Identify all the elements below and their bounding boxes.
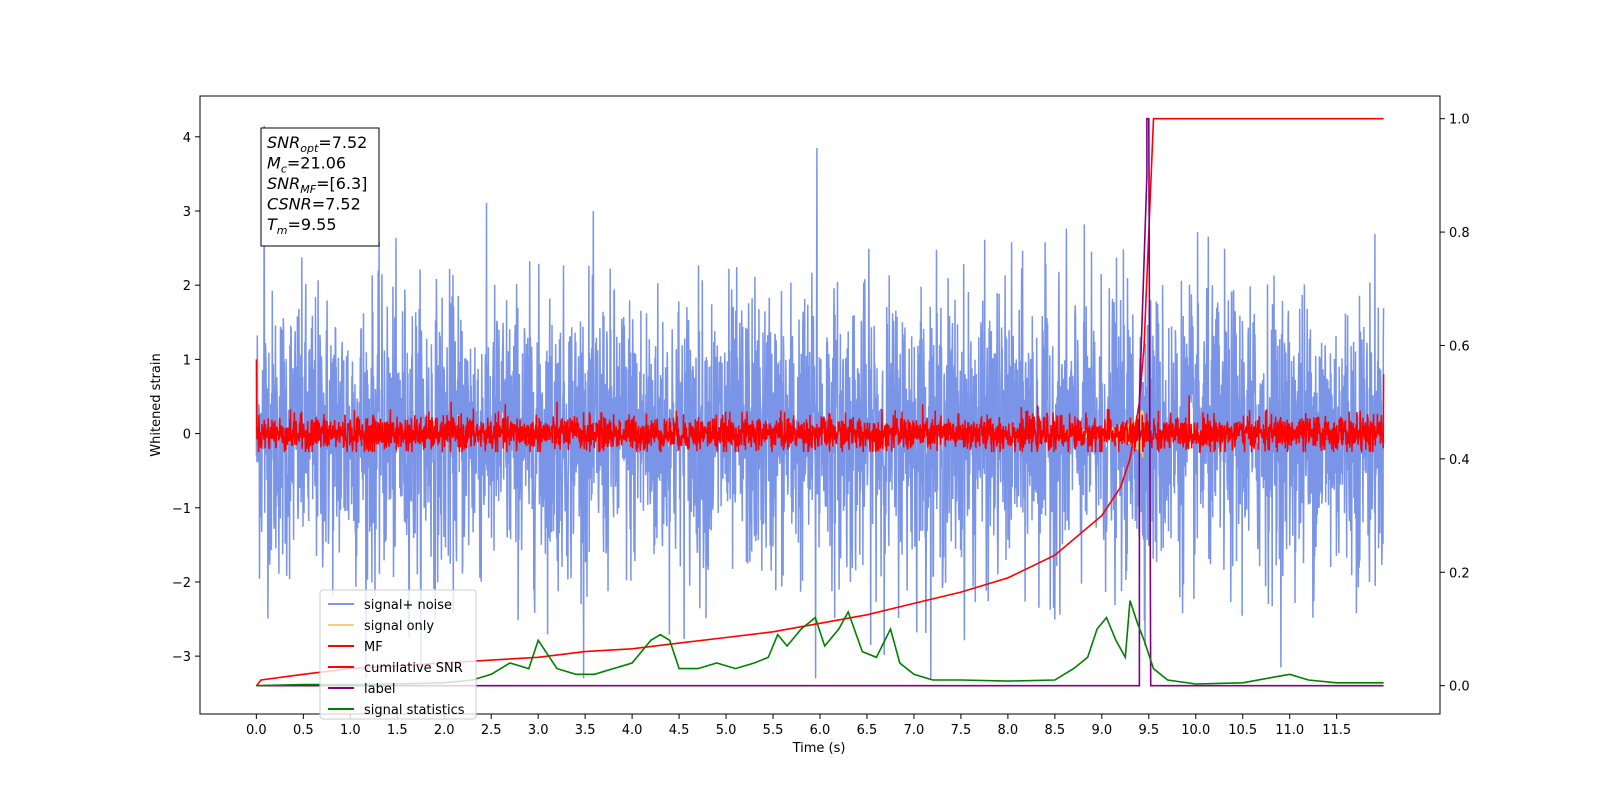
annotation-line: Mc=21.06 <box>267 154 346 176</box>
x-tick-label: 4.5 <box>669 723 690 738</box>
x-tick-label: 1.5 <box>387 723 408 738</box>
annotation-box: SNRopt=7.52Mc=21.06SNRMF=[6.3]CSNR=7.52T… <box>260 127 380 247</box>
annotation-line: CSNR=7.52 <box>267 195 361 214</box>
x-tick-label: 11.5 <box>1322 723 1351 738</box>
y-tick-label: 1 <box>183 353 191 368</box>
series-mf <box>255 359 1385 453</box>
y-tick-label: 3 <box>183 205 191 220</box>
annotation-frame <box>260 127 380 247</box>
series-signal-noise <box>255 125 1385 679</box>
y-tick-label: −2 <box>172 576 191 591</box>
x-tick-label: 6.5 <box>857 723 878 738</box>
legend: signal+ noise signal only MF cumilative SNR… <box>319 589 477 720</box>
x-tick-label: 8.5 <box>1045 723 1066 738</box>
y-tick-label: −3 <box>172 650 191 665</box>
x-tick-label: 9.5 <box>1138 723 1159 738</box>
x-tick-label: 8.0 <box>998 723 1019 738</box>
x-axis: 0.0 0.5 1.0 1.5 2.0 2.5 3.0 3.5 4.0 4.5 5.0 5.5 6.0 6… <box>246 714 1351 738</box>
x-tick-label: 4.0 <box>622 723 643 738</box>
x-tick-label: 10.5 <box>1228 723 1257 738</box>
x-axis-label: Time (s) <box>792 741 846 756</box>
x-tick-label: 2.0 <box>434 723 455 738</box>
y-axis-right: 1.0 0.8 0.6 0.4 0.2 0.0 <box>1440 113 1470 695</box>
y-tick-label: 0 <box>183 428 191 443</box>
legend-label: signal statistics <box>364 703 465 718</box>
legend-label: signal+ noise <box>364 598 452 613</box>
y-axis-label: Whitened strain <box>149 353 164 456</box>
x-tick-label: 0.5 <box>293 723 314 738</box>
x-tick-label: 1.0 <box>340 723 361 738</box>
y-tick-label: 4 <box>183 131 191 146</box>
legend-label: label <box>364 682 395 697</box>
x-tick-label: 7.0 <box>904 723 925 738</box>
x-tick-label: 5.5 <box>763 723 784 738</box>
y-tick-label: −1 <box>172 502 191 517</box>
legend-label: cumilative SNR <box>364 661 463 676</box>
x-tick-label: 11.0 <box>1275 723 1304 738</box>
annotation-line: Tm=9.55 <box>267 215 337 237</box>
x-tick-label: 6.0 <box>810 723 831 738</box>
y2-tick-label: 0.2 <box>1449 566 1470 581</box>
legend-frame <box>319 589 477 720</box>
annotation-line: SNRMF=[6.3] <box>267 174 367 196</box>
series-signal-statistics <box>256 600 1384 687</box>
x-tick-label: 7.5 <box>951 723 972 738</box>
y2-tick-label: 0.6 <box>1449 339 1470 354</box>
x-tick-label: 10.0 <box>1181 723 1210 738</box>
y-axis-left: 4 3 2 1 0 −1 −2 −3 <box>172 131 200 665</box>
y2-tick-label: 0.0 <box>1449 680 1470 695</box>
annotation-line: SNRopt=7.52 <box>267 133 367 155</box>
legend-label: MF <box>364 640 383 655</box>
y2-tick-label: 0.4 <box>1449 453 1470 468</box>
legend-label: signal only <box>364 619 434 634</box>
x-tick-label: 3.5 <box>575 723 596 738</box>
x-tick-label: 5.0 <box>716 723 737 738</box>
series-label <box>256 117 1384 687</box>
x-tick-label: 9.0 <box>1091 723 1112 738</box>
y2-tick-label: 1.0 <box>1449 113 1470 128</box>
y2-tick-label: 0.8 <box>1449 226 1470 241</box>
x-tick-label: 2.5 <box>481 723 502 738</box>
x-tick-label: 3.0 <box>528 723 549 738</box>
x-tick-label: 0.0 <box>246 723 267 738</box>
y-tick-label: 2 <box>183 279 191 294</box>
